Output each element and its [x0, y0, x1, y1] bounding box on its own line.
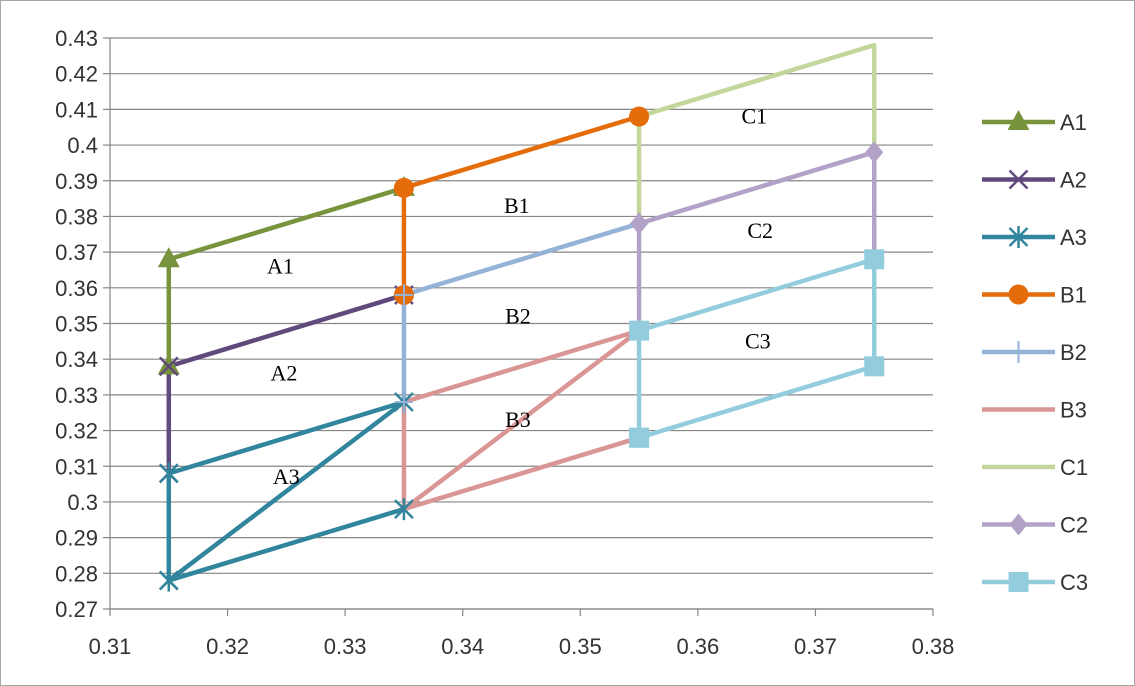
x-tick-label: 0.35 [559, 634, 602, 659]
region-label: B1 [504, 193, 530, 218]
x-tick-label: 0.37 [794, 634, 837, 659]
legend-marker [1010, 341, 1028, 363]
data-point-c3 [864, 356, 884, 376]
y-tick-label: 0.39 [55, 169, 98, 194]
x-tick-label: 0.36 [676, 634, 719, 659]
region-label: A3 [273, 464, 300, 489]
data-point-b1 [394, 178, 414, 198]
data-point-c3 [629, 321, 649, 341]
y-tick-label: 0.4 [67, 133, 98, 158]
x-tick-label: 0.38 [912, 634, 955, 659]
legend-label: B1 [1060, 283, 1087, 308]
region-label: A2 [271, 361, 298, 386]
y-tick-label: 0.37 [55, 240, 98, 265]
y-tick-label: 0.33 [55, 383, 98, 408]
legend-marker [1009, 285, 1029, 305]
series-line-c1 [639, 45, 874, 223]
y-tick-label: 0.32 [55, 419, 98, 444]
legend-label: A2 [1060, 168, 1087, 193]
legend-label: C3 [1060, 570, 1088, 595]
y-tick-label: 0.34 [55, 347, 98, 372]
y-tick-label: 0.43 [55, 26, 98, 51]
legend-label: B2 [1060, 340, 1087, 365]
y-tick-label: 0.31 [55, 454, 98, 479]
x-tick-label: 0.34 [441, 634, 484, 659]
y-tick-label: 0.35 [55, 312, 98, 337]
y-tick-label: 0.27 [55, 597, 98, 622]
legend-label: A1 [1060, 110, 1087, 135]
x-tick-label: 0.31 [89, 634, 132, 659]
data-point-b1 [629, 107, 649, 127]
y-tick-label: 0.38 [55, 204, 98, 229]
legend-label: C1 [1060, 455, 1088, 480]
region-label: C3 [745, 328, 771, 353]
x-tick-label: 0.32 [206, 634, 249, 659]
x-tick-label: 0.33 [324, 634, 367, 659]
legend-label: B3 [1060, 398, 1087, 423]
data-point-c3 [864, 249, 884, 269]
region-labels: A1 A2 A3 B1 B2 B3 C1 C2 C3 [267, 104, 773, 489]
y-tick-label: 0.29 [55, 526, 98, 551]
y-tick-label: 0.3 [67, 490, 98, 515]
legend-marker [1010, 514, 1028, 536]
region-label: C2 [747, 218, 773, 243]
region-label: B2 [505, 304, 531, 329]
legend: A1 A2 A3 B1 B2 B3 C1 C2 C3 [982, 110, 1088, 595]
legend-label: A3 [1060, 225, 1087, 250]
series-line-a3 [169, 402, 404, 580]
region-label: B3 [505, 407, 531, 432]
region-label: A1 [267, 254, 294, 279]
legend-label: C2 [1060, 513, 1088, 538]
y-tick-label: 0.42 [55, 62, 98, 87]
legend-marker [1009, 572, 1029, 592]
data-point-c3 [629, 428, 649, 448]
y-tick-label: 0.36 [55, 276, 98, 301]
region-label: C1 [741, 104, 767, 129]
y-tick-label: 0.28 [55, 561, 98, 586]
y-tick-label: 0.41 [55, 97, 98, 122]
